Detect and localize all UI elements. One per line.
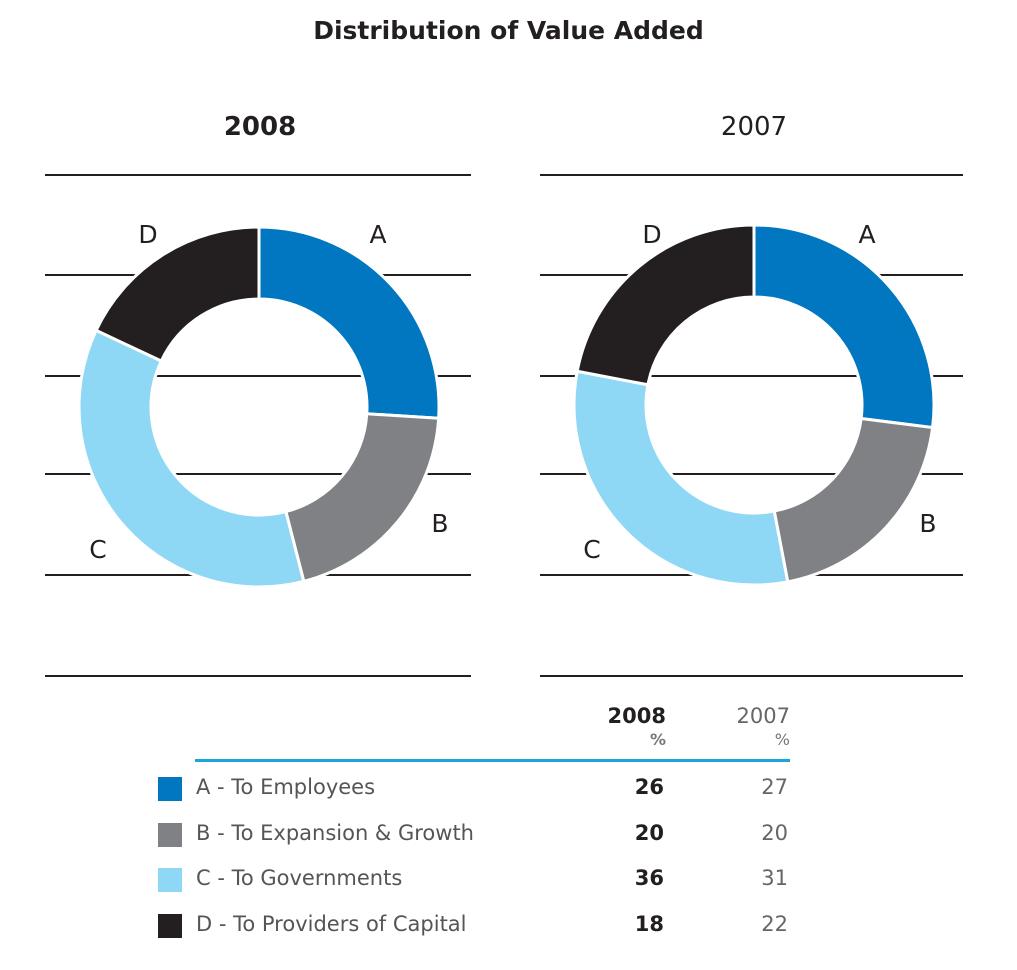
segment-label: A xyxy=(858,220,875,249)
legend-label: C - To Governments xyxy=(196,866,403,890)
legend-label: D - To Providers of Capital xyxy=(196,911,467,936)
legend-swatch xyxy=(158,777,182,801)
donut-segment-C xyxy=(572,369,790,587)
segment-label: C xyxy=(89,535,106,564)
header-2007: 2007% xyxy=(736,704,790,749)
donut-segment-B xyxy=(284,412,441,584)
donut-segment-C xyxy=(77,328,306,589)
donut-charts: A B C D A B C D xyxy=(45,174,963,677)
legend-label: B - To Expansion & Growth xyxy=(196,820,474,845)
value-2007: 20 xyxy=(761,820,788,845)
segment-label: D xyxy=(138,220,157,249)
segment-label: C xyxy=(583,535,600,564)
year-label-2007: 2007 xyxy=(720,112,788,142)
segment-label: D xyxy=(642,220,661,249)
value-2007: 27 xyxy=(761,775,788,799)
legend-row: D - To Providers of Capital 18 22 xyxy=(158,912,798,942)
header-2008: 2008% xyxy=(607,704,666,749)
value-2008: 26 xyxy=(634,775,664,799)
legend-row: C - To Governments 36 31 xyxy=(158,866,798,896)
table-header-rule xyxy=(195,759,790,762)
legend-row: A - To Employees 26 27 xyxy=(158,775,798,805)
year-label-2008: 2008 xyxy=(223,112,297,142)
value-2007: 22 xyxy=(761,911,788,936)
donut-segment-A xyxy=(752,223,936,430)
legend-row: B - To Expansion & Growth 20 20 xyxy=(158,821,798,851)
chart-title: Distribution of Value Added xyxy=(313,16,704,45)
value-2008: 36 xyxy=(634,866,664,890)
legend-swatch xyxy=(158,822,182,847)
donut-segment-D xyxy=(575,223,756,387)
value-2007: 31 xyxy=(761,866,788,890)
donut-segment-B xyxy=(772,416,935,584)
segment-label: A xyxy=(369,220,386,249)
segment-label: B xyxy=(431,509,448,538)
legend-swatch xyxy=(158,868,182,892)
segment-label: B xyxy=(919,509,936,538)
value-2008: 18 xyxy=(634,911,664,936)
legend-label: A - To Employees xyxy=(196,775,376,799)
donut-segment-A xyxy=(257,225,441,420)
donut-segment-D xyxy=(94,225,261,364)
value-2008: 20 xyxy=(634,820,664,845)
legend-swatch xyxy=(158,913,182,938)
